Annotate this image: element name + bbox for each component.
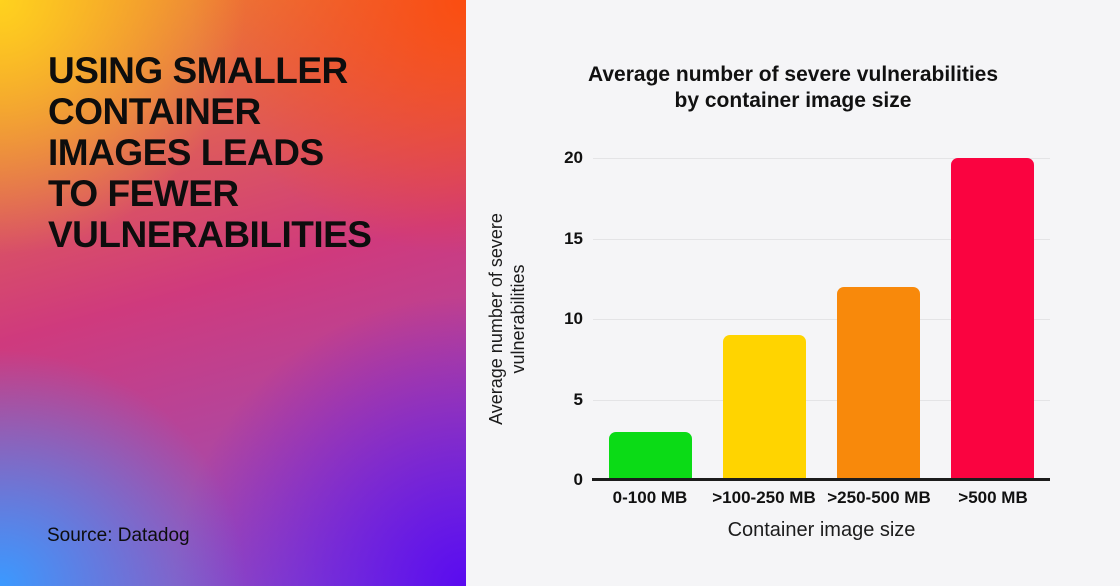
x-axis-line (592, 478, 1050, 481)
headline-line: VULNERABILITIES (48, 214, 372, 255)
headline-line: TO FEWER (48, 173, 239, 214)
chart-title-line: by container image size (674, 89, 912, 112)
gradient-panel: USING SMALLER CONTAINER IMAGES LEADS TO … (0, 0, 466, 586)
bar-0-100-mb (609, 432, 692, 480)
y-tick-label: 20 (564, 148, 583, 167)
y-tick-label: 0 (573, 470, 583, 489)
x-axis-label: Container image size (727, 519, 916, 541)
plot-area (593, 158, 1050, 480)
y-axis-label-line: Average number of severe (486, 213, 506, 425)
gridline (593, 400, 1050, 401)
chart-title-line: Average number of severe vulnerabilities (587, 63, 999, 86)
bar--100-250-mb (723, 335, 806, 480)
headline: USING SMALLER CONTAINER IMAGES LEADS TO … (48, 50, 448, 255)
x-tick-label: >500 MB (958, 488, 1028, 507)
headline-line: USING SMALLER (48, 50, 348, 91)
x-tick-label: >250-500 MB (827, 488, 931, 507)
y-axis-label-line: vulnerabilities (508, 264, 528, 374)
y-axis-label: Average number of severe vulnerabilities (485, 169, 529, 469)
headline-line: CONTAINER (48, 91, 261, 132)
y-tick-label: 15 (564, 229, 583, 248)
y-tick-label: 5 (573, 390, 583, 409)
bar--250-500-mb (837, 287, 920, 480)
gridline (593, 158, 1050, 159)
headline-line: IMAGES LEADS (48, 132, 324, 173)
x-tick-label: 0-100 MB (612, 488, 688, 507)
gridline (593, 319, 1050, 320)
source-attribution: Source: Datadog (47, 525, 190, 546)
gridline (593, 239, 1050, 240)
y-tick-label: 10 (564, 309, 583, 328)
chart-title: Average number of severe vulnerabilities… (466, 62, 1120, 114)
x-tick-label: >100-250 MB (712, 488, 816, 507)
bar--500-mb (951, 158, 1034, 480)
